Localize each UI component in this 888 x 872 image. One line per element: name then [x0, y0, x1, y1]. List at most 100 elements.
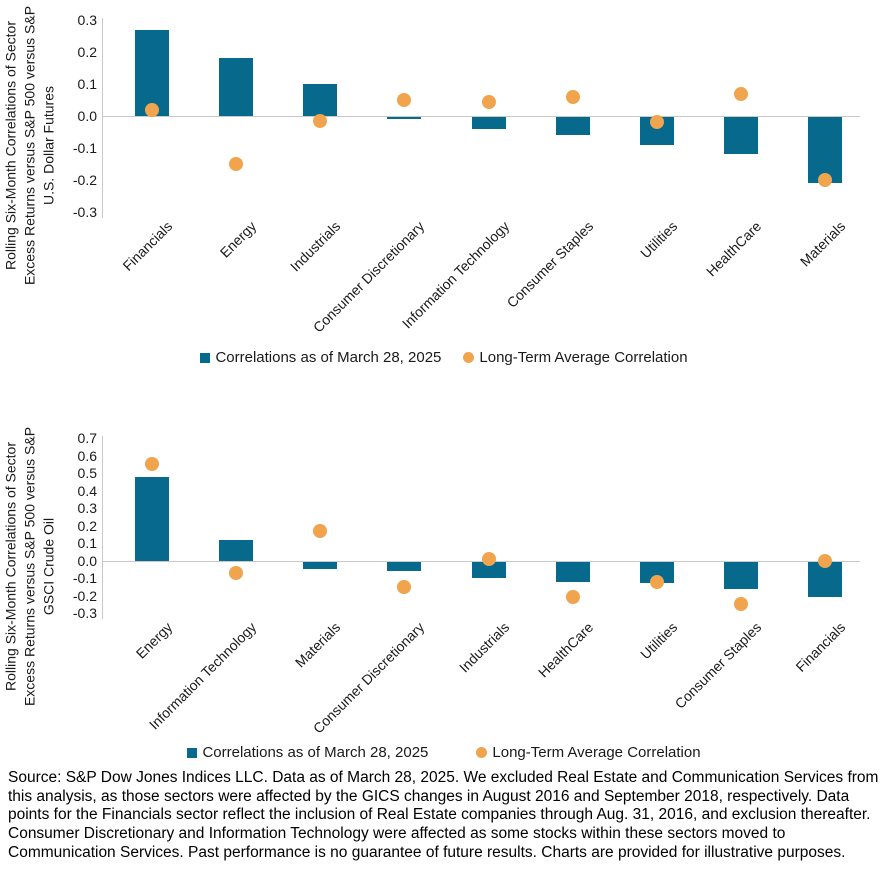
dot-consumer-discretionary — [397, 93, 412, 107]
source-note: Source: S&P Dow Jones Indices LLC. Data … — [8, 769, 879, 861]
x-label-financials: Financials — [792, 619, 849, 675]
y-axis-line — [102, 436, 103, 619]
dot-materials — [817, 173, 832, 187]
x-axis-labels: Financials Energy Industrials Consumer Disc… — [103, 216, 860, 346]
plot-area — [102, 436, 860, 619]
bar-financials — [807, 561, 842, 598]
x-label-consumer-staples: Consumer Staples — [671, 619, 765, 712]
legend-item-dots: Long-Term Average Correlation — [476, 744, 701, 761]
x-label-industrials: Industrials — [455, 619, 512, 676]
y-tick-label: 0.3 — [77, 500, 97, 516]
legend-label-dots: Long-Term Average Correlation — [492, 744, 701, 761]
y-tick-label: 0.2 — [77, 44, 97, 60]
x-label-energy: Energy — [216, 218, 260, 261]
dot-healthcare — [733, 86, 748, 101]
legend: Correlations as of March 28, 2025 Long-T… — [0, 349, 888, 366]
y-axis-ticks: 0.7 0.6 0.5 0.4 0.3 0.2 0.1 0.0 -0.1 -0.2 -0.3 — [55, 430, 97, 621]
bar-consumer-discretionary — [387, 117, 422, 120]
x-label-healthcare: HealthCare — [534, 619, 596, 681]
dot-information-technology — [229, 565, 244, 580]
y-tick-label: -0.3 — [72, 204, 97, 220]
dot-series-swatch-icon — [476, 747, 488, 758]
x-axis-labels: Energy Information Technology Materials Con… — [103, 617, 860, 747]
y-axis-ticks: 0.3 0.2 0.1 0.0 -0.1 -0.2 -0.3 — [55, 12, 97, 220]
zero-gridline — [103, 560, 860, 562]
legend-item-dots: Long-Term Average Correlation — [463, 349, 688, 366]
dot-industrials — [481, 551, 496, 566]
y-tick-label: 0.6 — [77, 447, 97, 464]
legend: Correlations as of March 28, 2025 Long-T… — [0, 744, 888, 761]
bar-information-technology — [219, 539, 254, 561]
y-tick-label: -0.2 — [72, 172, 97, 188]
y-axis-label: Rolling Six-Month Correlations of Sector… — [2, 426, 57, 707]
bar-consumer-staples — [723, 561, 758, 589]
y-axis-label: Rolling Six-Month Correlations of Sector… — [2, 5, 57, 286]
x-label-materials: Materials — [292, 619, 344, 671]
bar-series-swatch-icon — [200, 352, 211, 363]
y-tick-label: 0.1 — [77, 535, 97, 551]
plot-area — [102, 18, 860, 218]
x-label-utilities: Utilities — [636, 619, 681, 663]
bar-information-technology — [471, 117, 506, 129]
dot-financials — [145, 102, 160, 117]
x-label-industrials: Industrials — [287, 218, 344, 275]
legend-label-dots: Long-Term Average Correlation — [479, 349, 688, 366]
dot-materials — [313, 523, 328, 538]
x-label-consumer-discretionary: Consumer Discretionary — [310, 218, 428, 336]
y-tick-label: -0.3 — [72, 605, 97, 621]
bar-industrials — [303, 84, 338, 116]
y-tick-label: -0.2 — [72, 587, 97, 604]
bar-utilities — [639, 117, 674, 145]
bar-financials — [135, 29, 170, 116]
x-label-materials: Materials — [796, 218, 849, 270]
zero-gridline — [103, 116, 860, 117]
dot-series-swatch-icon — [463, 352, 475, 363]
y-tick-label: 0.3 — [77, 12, 97, 28]
x-label-financials: Financials — [119, 218, 176, 274]
dot-utilities — [649, 574, 664, 589]
y-tick-label: -0.1 — [72, 570, 97, 586]
bar-consumer-staples — [555, 117, 590, 136]
dot-energy — [229, 157, 244, 171]
y-tick-label: 0.2 — [77, 517, 97, 534]
dot-utilities — [649, 115, 664, 130]
legend-item-bars: Correlations as of March 28, 2025 — [187, 744, 428, 761]
y-tick-label: 0.7 — [77, 430, 97, 446]
bar-consumer-discretionary — [387, 561, 422, 571]
x-label-information-technology: Information Technology — [398, 218, 512, 332]
y-tick-label: -0.1 — [72, 140, 97, 156]
legend-label-bars: Correlations as of March 28, 2025 — [215, 349, 442, 366]
x-label-consumer-discretionary: Consumer Discretionary — [310, 619, 428, 737]
bar-utilities — [639, 561, 674, 584]
x-label-consumer-staples: Consumer Staples — [503, 218, 596, 311]
bar-healthcare — [555, 561, 590, 582]
bar-energy — [135, 476, 170, 561]
y-tick-label: 0.1 — [77, 76, 97, 92]
bar-industrials — [471, 561, 506, 578]
dot-consumer-discretionary — [397, 579, 412, 594]
dot-healthcare — [565, 590, 580, 605]
x-label-healthcare: HealthCare — [702, 218, 765, 280]
y-tick-label: 0.4 — [77, 482, 97, 499]
bar-materials — [807, 117, 842, 184]
dot-energy — [145, 457, 160, 472]
bar-energy — [219, 58, 254, 116]
y-tick-label: 0.5 — [77, 465, 97, 481]
y-tick-label: 0.0 — [77, 108, 97, 124]
y-axis-line — [102, 18, 103, 218]
legend-label-bars: Correlations as of March 28, 2025 — [202, 744, 429, 761]
dot-financials — [817, 553, 832, 568]
dot-industrials — [313, 113, 328, 128]
dot-information-technology — [481, 94, 496, 109]
x-label-information-technology: Information Technology — [145, 619, 260, 733]
dot-consumer-staples — [733, 597, 748, 612]
y-tick-label: 0.0 — [77, 552, 97, 569]
legend-item-bars: Correlations as of March 28, 2025 — [200, 349, 441, 366]
dot-consumer-staples — [565, 89, 580, 104]
x-label-energy: Energy — [132, 619, 176, 662]
bar-healthcare — [723, 117, 758, 155]
bar-series-swatch-icon — [187, 747, 198, 758]
